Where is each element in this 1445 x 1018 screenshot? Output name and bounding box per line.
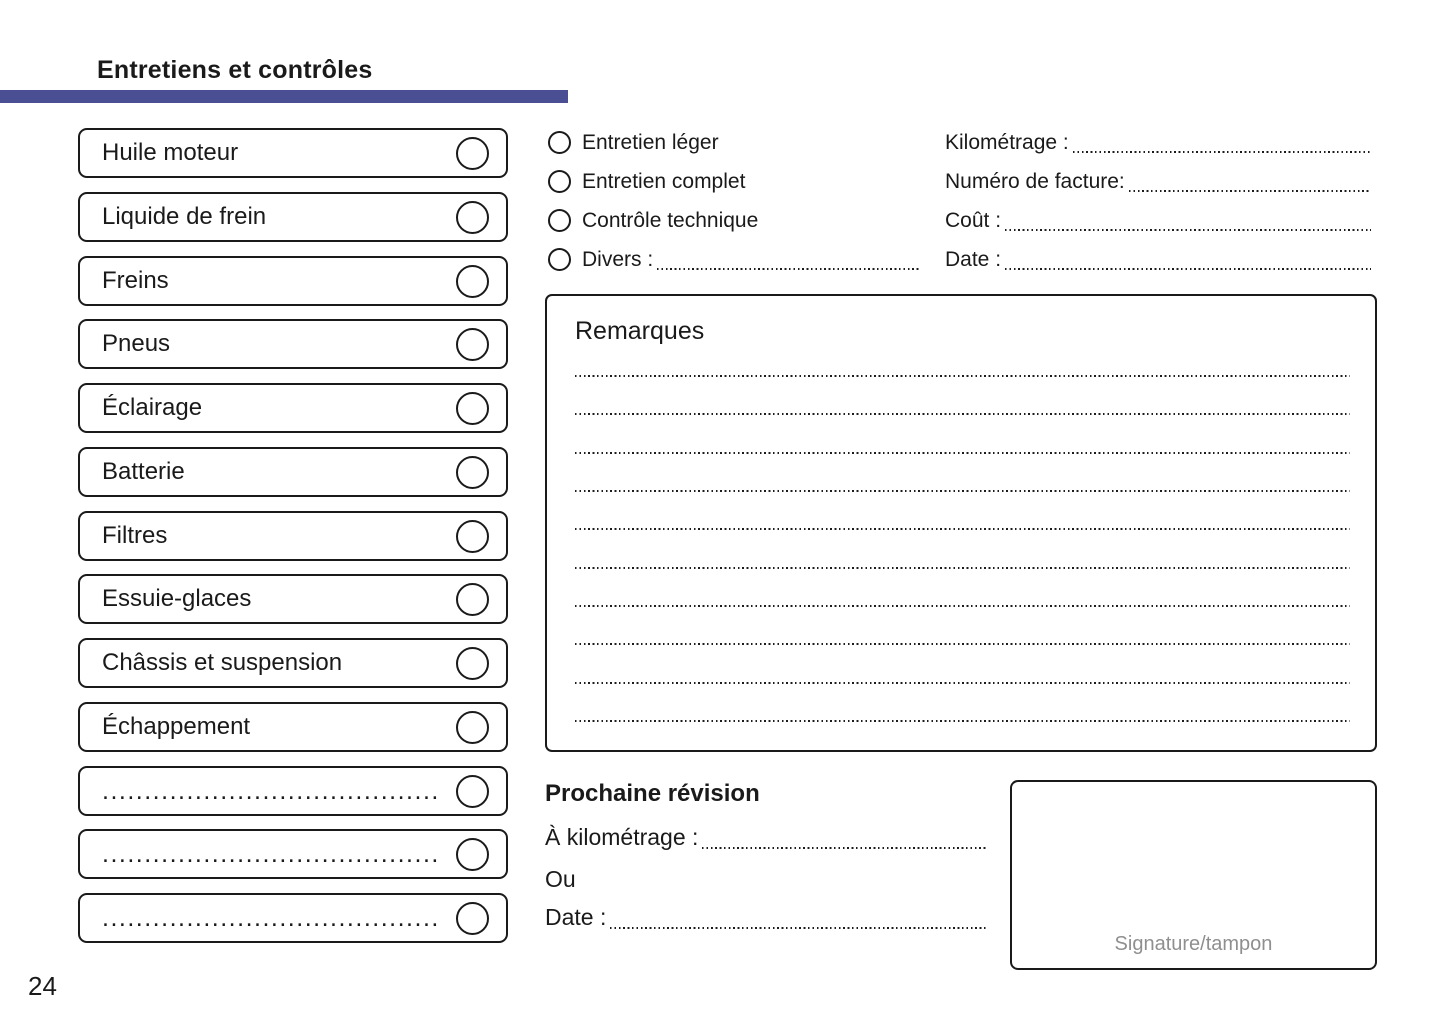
radio-row-divers: Divers :: [548, 246, 923, 273]
check-circle[interactable]: [456, 391, 489, 425]
checklist-item-label: Huile moteur: [102, 139, 239, 166]
checklist-row-filtres: Filtres: [78, 511, 508, 561]
remarks-write-line[interactable]: [575, 375, 1350, 378]
radio-row-entretien-complet: Entretien complet: [548, 168, 923, 195]
page-number: 24: [28, 971, 57, 1001]
remarks-title: Remarques: [575, 317, 705, 345]
remarks-write-line[interactable]: [575, 720, 1350, 723]
check-circle[interactable]: [456, 710, 489, 744]
checklist-item-label: Échappement: [102, 713, 251, 740]
next-service-row-date: Date :: [545, 902, 990, 932]
cout-fill-line[interactable]: [1005, 228, 1371, 231]
radio-label: Divers :: [582, 247, 654, 271]
checklist-row-liquide-de-frein: Liquide de frein: [78, 192, 508, 242]
check-circle[interactable]: [456, 582, 489, 616]
checklist-item-label: Éclairage: [102, 394, 203, 421]
field-cout: Coût :: [945, 207, 1373, 234]
checklist-blank-field[interactable]: ........................................: [102, 782, 440, 801]
signature-area[interactable]: Signature/tampon: [1010, 780, 1377, 970]
page-title: Entretiens et contrôles: [97, 56, 373, 84]
radio-circle[interactable]: [548, 248, 571, 271]
remarks-write-line[interactable]: [575, 413, 1350, 416]
checklist-row-blank-2: ........................................: [78, 829, 508, 879]
next-service-row-kilometrage: À kilométrage :: [545, 822, 990, 852]
check-circle[interactable]: [456, 774, 489, 808]
date-fill-line[interactable]: [1005, 267, 1371, 270]
radio-label: Entretien léger: [582, 130, 719, 154]
field-kilometrage: Kilométrage :: [945, 129, 1373, 156]
checklist-row-eclairage: Éclairage: [78, 383, 508, 433]
remarks-write-line[interactable]: [575, 682, 1350, 685]
field-date: Date :: [945, 246, 1373, 273]
checklist-row-huile-moteur: Huile moteur: [78, 128, 508, 178]
checklist-blank-field[interactable]: ........................................: [102, 845, 440, 864]
check-circle[interactable]: [456, 455, 489, 489]
checklist-row-echappement: Échappement: [78, 702, 508, 752]
next-service-title: Prochaine révision: [545, 780, 760, 807]
radio-row-controle-technique: Contrôle technique: [548, 207, 923, 234]
checklist-item-label: Liquide de frein: [102, 203, 267, 230]
check-circle[interactable]: [456, 837, 489, 871]
check-circle[interactable]: [456, 519, 489, 553]
checklist-item-label: Châssis et suspension: [102, 649, 343, 676]
radio-label: Contrôle technique: [582, 208, 759, 232]
check-circle[interactable]: [456, 646, 489, 680]
title-underline-bar: [0, 90, 568, 103]
check-circle[interactable]: [456, 264, 489, 298]
next-date-fill-line[interactable]: [610, 926, 988, 929]
divers-fill-line[interactable]: [657, 267, 921, 270]
remarks-write-line[interactable]: [575, 605, 1350, 608]
check-circle[interactable]: [456, 136, 489, 170]
numero-facture-fill-line[interactable]: [1128, 189, 1371, 192]
field-label: Ou: [545, 865, 576, 892]
checklist-row-blank-1: ........................................: [78, 766, 508, 816]
remarks-write-line[interactable]: [575, 643, 1350, 646]
radio-row-entretien-leger: Entretien léger: [548, 129, 923, 156]
field-numero-de-facture: Numéro de facture:: [945, 168, 1373, 195]
field-label: Kilométrage :: [945, 130, 1069, 154]
remarks-write-line[interactable]: [575, 490, 1350, 493]
field-label: À kilométrage :: [545, 823, 699, 850]
remarks-write-line[interactable]: [575, 567, 1350, 570]
radio-circle[interactable]: [548, 209, 571, 232]
checklist-item-label: Freins: [102, 267, 169, 294]
remarks-write-line[interactable]: [575, 528, 1350, 531]
kilometrage-fill-line[interactable]: [1072, 150, 1371, 153]
next-service-row-ou: Ou: [545, 864, 990, 894]
checklist-item-label: Batterie: [102, 458, 185, 485]
checklist-item-label: Filtres: [102, 522, 168, 549]
checklist-blank-field[interactable]: ........................................: [102, 909, 440, 928]
radio-circle[interactable]: [548, 170, 571, 193]
signature-label: Signature/tampon: [1114, 933, 1273, 955]
field-label: Numéro de facture:: [945, 169, 1125, 193]
radio-label: Entretien complet: [582, 169, 746, 193]
radio-circle[interactable]: [548, 131, 571, 154]
field-label: Date :: [545, 903, 607, 930]
next-kilometrage-fill-line[interactable]: [702, 846, 988, 849]
checklist-row-blank-3: ........................................: [78, 893, 508, 943]
checklist-row-chassis-et-suspension: Châssis et suspension: [78, 638, 508, 688]
field-label: Date :: [945, 247, 1002, 271]
field-label: Coût :: [945, 208, 1002, 232]
checklist-row-essuie-glaces: Essuie-glaces: [78, 574, 508, 624]
check-circle[interactable]: [456, 200, 489, 234]
checklist-item-label: Essuie-glaces: [102, 585, 252, 612]
checklist-row-batterie: Batterie: [78, 447, 508, 497]
remarks-box: Remarques: [545, 294, 1377, 752]
checklist-item-label: Pneus: [102, 330, 171, 357]
check-circle[interactable]: [456, 327, 489, 361]
checklist-row-freins: Freins: [78, 256, 508, 306]
check-circle[interactable]: [456, 901, 489, 935]
checklist-row-pneus: Pneus: [78, 319, 508, 369]
remarks-write-line[interactable]: [575, 452, 1350, 455]
